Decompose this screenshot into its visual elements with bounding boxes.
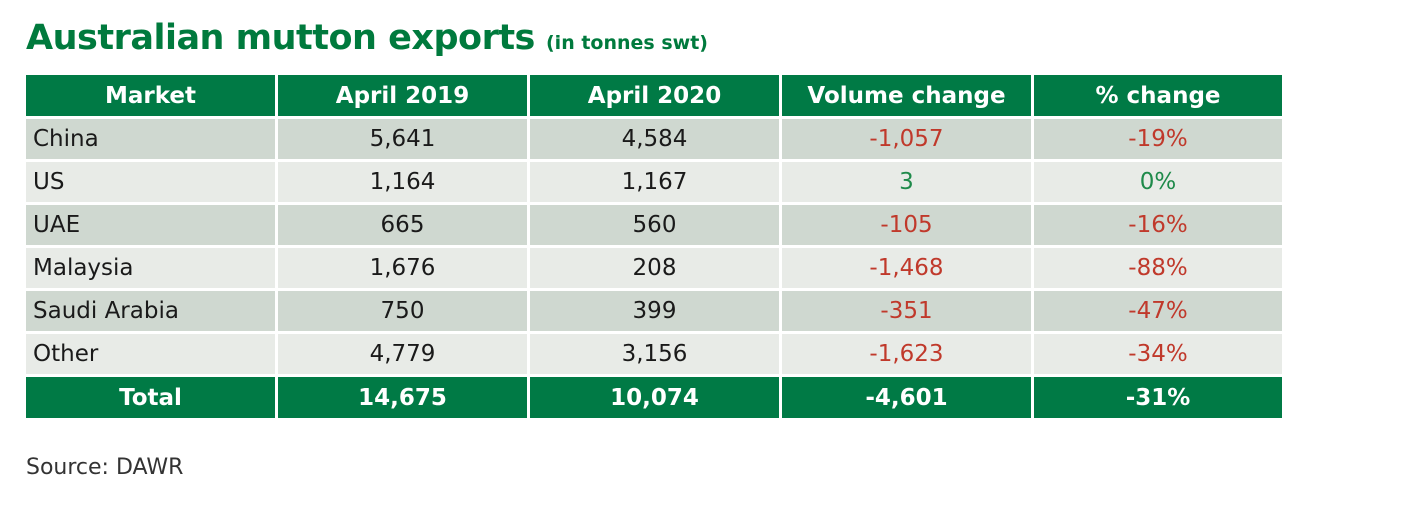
cell-volume-change: -1,468 — [779, 245, 1034, 291]
cell-pct-change: -88% — [1031, 245, 1285, 291]
header-pct-change: % change — [1031, 72, 1285, 119]
header-volume-change: Volume change — [779, 72, 1034, 119]
cell-volume-change: -105 — [779, 202, 1034, 248]
cell-pct-change: -34% — [1031, 331, 1285, 377]
cell-volume-change: -1,623 — [779, 331, 1034, 377]
header-market: Market — [23, 72, 278, 119]
cell-volume-change: 3 — [779, 159, 1034, 205]
exports-table: Market April 2019 April 2020 Volume chan… — [23, 72, 1285, 421]
cell-april-2020: 399 — [527, 288, 782, 334]
header-april-2019: April 2019 — [275, 72, 530, 119]
table-row: US 1,164 1,167 3 0% — [23, 159, 1285, 205]
cell-april-2019: 1,164 — [275, 159, 530, 205]
cell-market: US — [23, 159, 278, 205]
total-label: Total — [23, 374, 278, 421]
total-april-2020: 10,074 — [527, 374, 782, 421]
cell-market: Other — [23, 331, 278, 377]
cell-market: Saudi Arabia — [23, 288, 278, 334]
cell-pct-change: -47% — [1031, 288, 1285, 334]
cell-pct-change: 0% — [1031, 159, 1285, 205]
cell-market: China — [23, 116, 278, 162]
table-row: Malaysia 1,676 208 -1,468 -88% — [23, 245, 1285, 291]
chart-title: Australian mutton exports (in tonnes swt… — [26, 18, 708, 58]
table-row: Saudi Arabia 750 399 -351 -47% — [23, 288, 1285, 334]
cell-volume-change: -351 — [779, 288, 1034, 334]
source-note: Source: DAWR — [26, 455, 184, 480]
cell-pct-change: -19% — [1031, 116, 1285, 162]
cell-april-2020: 3,156 — [527, 331, 782, 377]
cell-april-2019: 750 — [275, 288, 530, 334]
cell-april-2020: 4,584 — [527, 116, 782, 162]
header-row: Market April 2019 April 2020 Volume chan… — [23, 72, 1285, 119]
cell-april-2019: 5,641 — [275, 116, 530, 162]
cell-market: Malaysia — [23, 245, 278, 291]
title-main: Australian mutton exports — [26, 18, 535, 58]
cell-volume-change: -1,057 — [779, 116, 1034, 162]
cell-april-2019: 1,676 — [275, 245, 530, 291]
total-april-2019: 14,675 — [275, 374, 530, 421]
cell-market: UAE — [23, 202, 278, 248]
total-row: Total 14,675 10,074 -4,601 -31% — [23, 374, 1285, 421]
total-pct-change: -31% — [1031, 374, 1285, 421]
cell-april-2020: 560 — [527, 202, 782, 248]
table-row: UAE 665 560 -105 -16% — [23, 202, 1285, 248]
cell-april-2019: 665 — [275, 202, 530, 248]
table-row: China 5,641 4,584 -1,057 -19% — [23, 116, 1285, 162]
header-april-2020: April 2020 — [527, 72, 782, 119]
cell-pct-change: -16% — [1031, 202, 1285, 248]
total-volume-change: -4,601 — [779, 374, 1034, 421]
cell-april-2020: 208 — [527, 245, 782, 291]
cell-april-2020: 1,167 — [527, 159, 782, 205]
table-row: Other 4,779 3,156 -1,623 -34% — [23, 331, 1285, 377]
title-subtitle: (in tonnes swt) — [546, 32, 708, 54]
cell-april-2019: 4,779 — [275, 331, 530, 377]
